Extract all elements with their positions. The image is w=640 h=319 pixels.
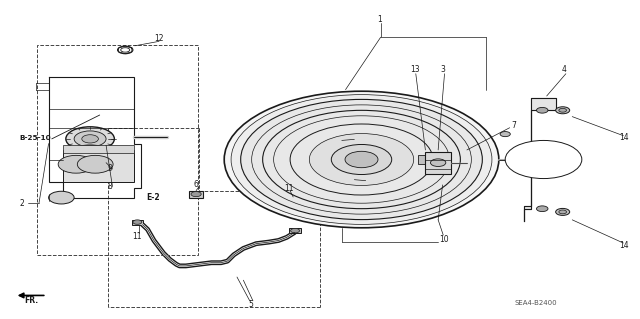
Circle shape	[505, 140, 582, 179]
Circle shape	[77, 155, 113, 173]
Circle shape	[231, 95, 492, 224]
Circle shape	[556, 107, 570, 114]
Bar	[426, 152, 451, 174]
Text: 10: 10	[439, 235, 449, 244]
Circle shape	[66, 127, 115, 151]
Circle shape	[536, 206, 548, 211]
Polygon shape	[524, 98, 556, 221]
Circle shape	[191, 192, 201, 197]
Text: 4: 4	[561, 65, 566, 74]
Circle shape	[556, 208, 570, 215]
Circle shape	[65, 145, 116, 171]
Circle shape	[72, 149, 108, 167]
Text: 2: 2	[20, 198, 24, 208]
Circle shape	[559, 108, 566, 112]
Circle shape	[345, 151, 378, 168]
Text: 13: 13	[411, 65, 420, 74]
Circle shape	[291, 228, 300, 233]
Circle shape	[431, 159, 446, 167]
Bar	[63, 150, 134, 182]
Text: 5: 5	[248, 300, 253, 309]
Bar	[418, 155, 428, 164]
Circle shape	[133, 220, 142, 224]
Bar	[63, 145, 134, 153]
Circle shape	[58, 155, 94, 173]
Circle shape	[500, 131, 510, 137]
Bar	[289, 228, 301, 233]
Text: 11: 11	[132, 232, 141, 241]
Text: 7: 7	[511, 121, 516, 130]
Text: 6: 6	[193, 180, 198, 189]
Text: 3: 3	[440, 65, 445, 74]
Circle shape	[332, 145, 392, 174]
Text: 14: 14	[619, 133, 628, 142]
Bar	[189, 191, 203, 197]
Text: E-2: E-2	[147, 193, 160, 202]
Text: 12: 12	[154, 34, 163, 43]
Circle shape	[224, 91, 499, 228]
Circle shape	[536, 108, 548, 113]
Circle shape	[309, 134, 413, 185]
Circle shape	[74, 131, 106, 147]
Circle shape	[82, 135, 99, 143]
Circle shape	[80, 153, 100, 163]
Text: SEA4-B2400: SEA4-B2400	[515, 300, 557, 306]
Circle shape	[241, 100, 483, 219]
Text: 9: 9	[108, 164, 113, 173]
Circle shape	[559, 210, 566, 214]
Circle shape	[49, 191, 74, 204]
Text: 14: 14	[619, 241, 628, 250]
Text: 11: 11	[284, 184, 294, 193]
Bar	[132, 219, 143, 225]
Text: 1: 1	[378, 15, 382, 24]
Bar	[37, 45, 198, 255]
Text: FR.: FR.	[24, 296, 38, 305]
Text: 8: 8	[108, 182, 113, 191]
Text: B-25-10: B-25-10	[20, 135, 51, 141]
